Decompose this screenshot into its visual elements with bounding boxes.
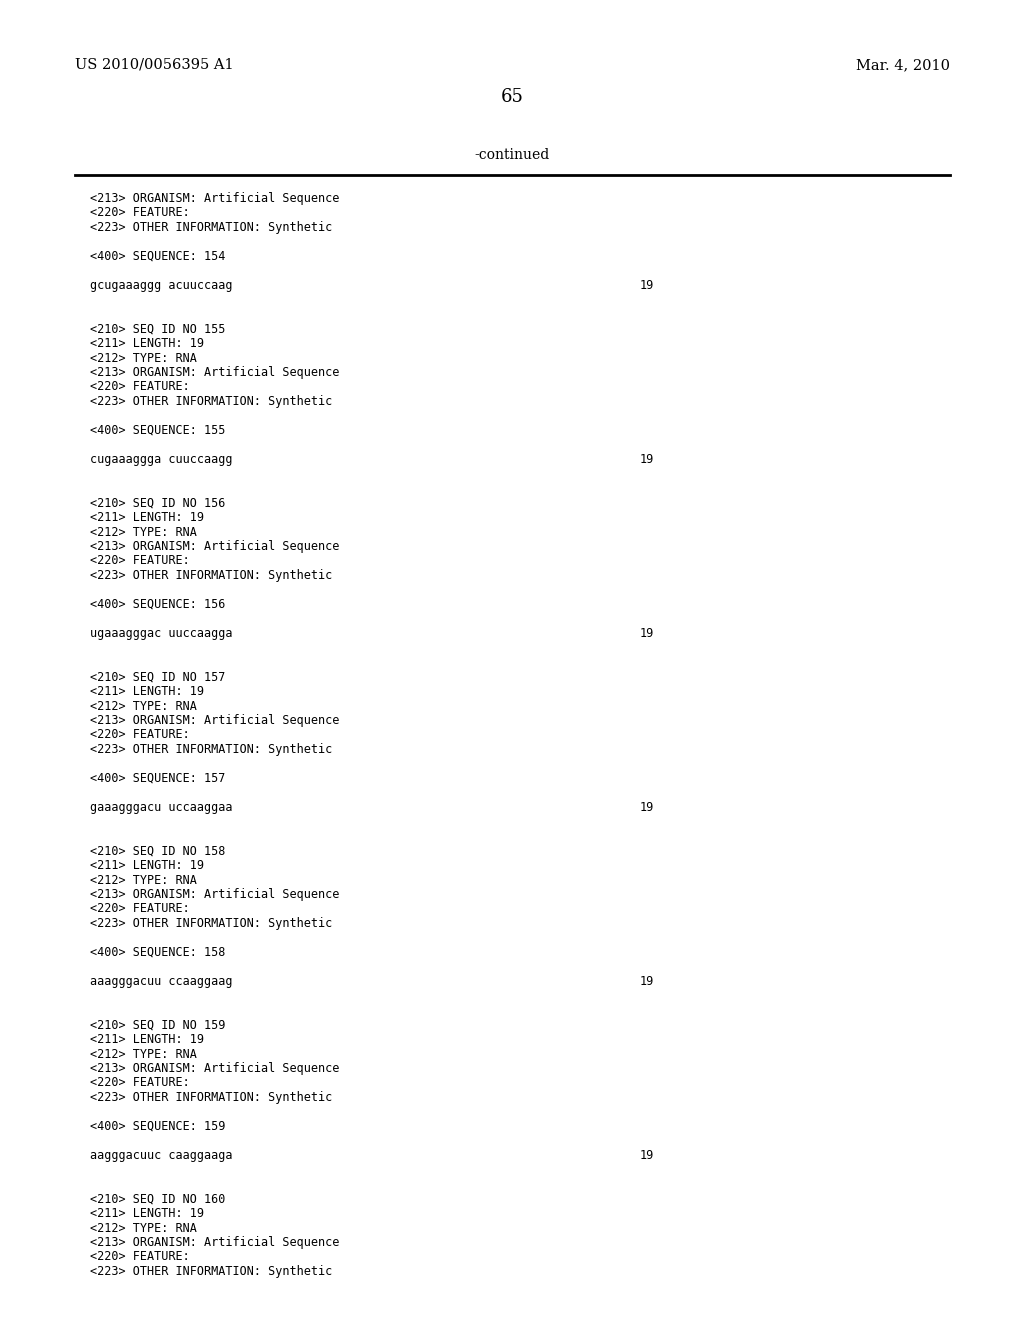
Text: <211> LENGTH: 19: <211> LENGTH: 19 <box>90 1034 204 1045</box>
Text: <211> LENGTH: 19: <211> LENGTH: 19 <box>90 859 204 873</box>
Text: <223> OTHER INFORMATION: Synthetic: <223> OTHER INFORMATION: Synthetic <box>90 743 332 756</box>
Text: <400> SEQUENCE: 158: <400> SEQUENCE: 158 <box>90 946 225 960</box>
Text: <213> ORGANISM: Artificial Sequence: <213> ORGANISM: Artificial Sequence <box>90 540 339 553</box>
Text: <212> TYPE: RNA: <212> TYPE: RNA <box>90 351 197 364</box>
Text: aaagggacuu ccaaggaag: aaagggacuu ccaaggaag <box>90 975 232 987</box>
Text: <223> OTHER INFORMATION: Synthetic: <223> OTHER INFORMATION: Synthetic <box>90 569 332 582</box>
Text: <210> SEQ ID NO 155: <210> SEQ ID NO 155 <box>90 322 225 335</box>
Text: <211> LENGTH: 19: <211> LENGTH: 19 <box>90 685 204 698</box>
Text: cugaaaggga cuuccaagg: cugaaaggga cuuccaagg <box>90 453 232 466</box>
Text: <400> SEQUENCE: 155: <400> SEQUENCE: 155 <box>90 424 225 437</box>
Text: <211> LENGTH: 19: <211> LENGTH: 19 <box>90 511 204 524</box>
Text: 19: 19 <box>640 975 654 987</box>
Text: <212> TYPE: RNA: <212> TYPE: RNA <box>90 700 197 713</box>
Text: gaaagggacu uccaaggaa: gaaagggacu uccaaggaa <box>90 801 232 814</box>
Text: <223> OTHER INFORMATION: Synthetic: <223> OTHER INFORMATION: Synthetic <box>90 220 332 234</box>
Text: <220> FEATURE:: <220> FEATURE: <box>90 554 189 568</box>
Text: <220> FEATURE:: <220> FEATURE: <box>90 1077 189 1089</box>
Text: <212> TYPE: RNA: <212> TYPE: RNA <box>90 874 197 887</box>
Text: <223> OTHER INFORMATION: Synthetic: <223> OTHER INFORMATION: Synthetic <box>90 1265 332 1278</box>
Text: 65: 65 <box>501 88 523 106</box>
Text: <210> SEQ ID NO 159: <210> SEQ ID NO 159 <box>90 1019 225 1031</box>
Text: <213> ORGANISM: Artificial Sequence: <213> ORGANISM: Artificial Sequence <box>90 714 339 727</box>
Text: <220> FEATURE:: <220> FEATURE: <box>90 206 189 219</box>
Text: <400> SEQUENCE: 154: <400> SEQUENCE: 154 <box>90 249 225 263</box>
Text: <210> SEQ ID NO 160: <210> SEQ ID NO 160 <box>90 1192 225 1205</box>
Text: <400> SEQUENCE: 159: <400> SEQUENCE: 159 <box>90 1119 225 1133</box>
Text: <220> FEATURE:: <220> FEATURE: <box>90 729 189 742</box>
Text: <400> SEQUENCE: 157: <400> SEQUENCE: 157 <box>90 772 225 785</box>
Text: <212> TYPE: RNA: <212> TYPE: RNA <box>90 525 197 539</box>
Text: <223> OTHER INFORMATION: Synthetic: <223> OTHER INFORMATION: Synthetic <box>90 1092 332 1104</box>
Text: <400> SEQUENCE: 156: <400> SEQUENCE: 156 <box>90 598 225 611</box>
Text: 19: 19 <box>640 1148 654 1162</box>
Text: <220> FEATURE:: <220> FEATURE: <box>90 380 189 393</box>
Text: <223> OTHER INFORMATION: Synthetic: <223> OTHER INFORMATION: Synthetic <box>90 395 332 408</box>
Text: <211> LENGTH: 19: <211> LENGTH: 19 <box>90 1206 204 1220</box>
Text: <213> ORGANISM: Artificial Sequence: <213> ORGANISM: Artificial Sequence <box>90 191 339 205</box>
Text: <213> ORGANISM: Artificial Sequence: <213> ORGANISM: Artificial Sequence <box>90 888 339 902</box>
Text: <211> LENGTH: 19: <211> LENGTH: 19 <box>90 337 204 350</box>
Text: Mar. 4, 2010: Mar. 4, 2010 <box>856 58 950 73</box>
Text: 19: 19 <box>640 627 654 640</box>
Text: gcugaaaggg acuuccaag: gcugaaaggg acuuccaag <box>90 279 232 292</box>
Text: <210> SEQ ID NO 157: <210> SEQ ID NO 157 <box>90 671 225 684</box>
Text: <223> OTHER INFORMATION: Synthetic: <223> OTHER INFORMATION: Synthetic <box>90 917 332 931</box>
Text: ugaaagggac uuccaagga: ugaaagggac uuccaagga <box>90 627 232 640</box>
Text: <213> ORGANISM: Artificial Sequence: <213> ORGANISM: Artificial Sequence <box>90 1063 339 1074</box>
Text: <212> TYPE: RNA: <212> TYPE: RNA <box>90 1048 197 1060</box>
Text: <212> TYPE: RNA: <212> TYPE: RNA <box>90 1221 197 1234</box>
Text: 19: 19 <box>640 453 654 466</box>
Text: <220> FEATURE:: <220> FEATURE: <box>90 903 189 916</box>
Text: <213> ORGANISM: Artificial Sequence: <213> ORGANISM: Artificial Sequence <box>90 1236 339 1249</box>
Text: <210> SEQ ID NO 156: <210> SEQ ID NO 156 <box>90 496 225 510</box>
Text: <220> FEATURE:: <220> FEATURE: <box>90 1250 189 1263</box>
Text: aagggacuuc caaggaaga: aagggacuuc caaggaaga <box>90 1148 232 1162</box>
Text: -continued: -continued <box>474 148 550 162</box>
Text: US 2010/0056395 A1: US 2010/0056395 A1 <box>75 58 233 73</box>
Text: 19: 19 <box>640 279 654 292</box>
Text: <213> ORGANISM: Artificial Sequence: <213> ORGANISM: Artificial Sequence <box>90 366 339 379</box>
Text: 19: 19 <box>640 801 654 814</box>
Text: <210> SEQ ID NO 158: <210> SEQ ID NO 158 <box>90 845 225 858</box>
